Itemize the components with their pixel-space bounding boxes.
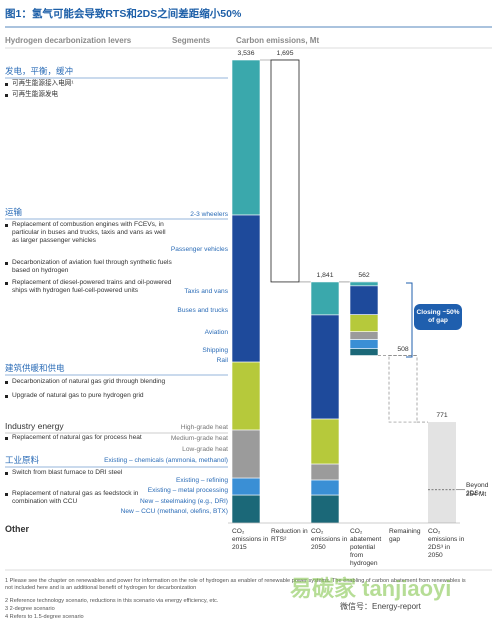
lever: Replacement of combustion engines with F… — [5, 221, 172, 245]
segment-label: Passenger vehicles — [170, 246, 228, 253]
footnote: 4 Refers to 1.5-degree scenario — [5, 614, 84, 620]
segment-label: Buses and trucks — [177, 307, 228, 314]
category-label: CO₂ emissions in 2015 — [232, 528, 269, 551]
category-label: Remaining gap — [389, 528, 421, 543]
lever: Decarbonization of natural gas grid thro… — [5, 378, 172, 386]
header-emissions: Carbon emissions, Mt — [236, 36, 320, 45]
stack-segment — [310, 479, 340, 496]
group-title: 发电，平衡，缓冲 — [5, 66, 74, 76]
segment-label: Existing – metal processing — [147, 487, 228, 494]
watermark: 微信号：Energy-report — [340, 602, 421, 611]
footnote: 1 Please see the chapter on renewables a… — [5, 578, 466, 591]
lever: Replacement of natural gas for process h… — [5, 434, 172, 442]
stack-segment — [231, 361, 261, 431]
callout-box — [414, 304, 462, 330]
lever: Replacement of natural gas as feedstock … — [5, 490, 172, 506]
group-title: 运输 — [5, 207, 23, 217]
lever: Switch from blast furnace to DRI steel — [5, 469, 172, 477]
beyond-2ds-value: 254 Mt — [466, 490, 487, 498]
group-title: Other — [5, 524, 30, 534]
value-label: 562 — [358, 271, 370, 279]
segment-label: New – steelmaking (e.g., DRI) — [140, 498, 228, 505]
category-label: Reduction in RTS² — [271, 528, 308, 543]
segment-label: Low-grade heat — [182, 446, 228, 453]
stack-segment — [231, 477, 261, 496]
value-label: 771 — [436, 412, 448, 420]
group-title: 建筑供暖和供电 — [5, 363, 65, 373]
stack-segment — [349, 348, 379, 356]
segment-label: 2-3 wheelers — [190, 211, 228, 218]
stack-segment — [310, 418, 340, 465]
value-label: 3,536 — [237, 50, 255, 57]
callout-bracket — [406, 282, 413, 358]
stack-segment — [310, 314, 340, 420]
lever: Upgrade of natural gas to pure hydrogen … — [5, 392, 172, 400]
title: 图1：氢气可能会导致RTS和2DS之间差距缩小50% — [5, 8, 242, 20]
stack-segment — [231, 214, 261, 363]
category-label: CO₂ emissions in 2050 — [311, 528, 348, 551]
segment-label: New – CCU (methanol, olefins, BTX) — [120, 508, 228, 515]
header-levers: Hydrogen decarbonization levers — [5, 36, 132, 45]
value-label: 1,695 — [276, 50, 294, 57]
stack-segment — [349, 331, 379, 340]
bar — [270, 59, 300, 283]
bar — [428, 422, 456, 523]
group-title: 工业原料 — [5, 455, 40, 465]
segment-label: Rail — [216, 357, 228, 364]
segment-label: Medium-grade heat — [170, 435, 228, 442]
watermark: 易碳家 tanjiaoyi — [290, 576, 452, 601]
stack-segment — [310, 463, 340, 481]
segment-label: Aviation — [204, 329, 228, 336]
footnote: 2 Reference technology scenario, reducti… — [5, 598, 219, 604]
lever: Decarbonization of aviation fuel through… — [5, 259, 172, 274]
category-label: CO₂ emissions in 2DS³ in 2050 — [428, 528, 465, 559]
lever: Replacement of diesel-powered trains and… — [5, 279, 172, 294]
stack-segment — [310, 281, 340, 316]
segment-label: Existing – refining — [175, 477, 228, 484]
group-title: Industry energy — [5, 421, 64, 431]
stack-segment — [349, 281, 379, 287]
segment-label: Existing – chemicals (ammonia, methanol) — [104, 457, 228, 464]
stack-segment — [231, 429, 261, 479]
stack-segment — [231, 494, 261, 524]
bar — [388, 355, 418, 423]
segment-label: High-grade heat — [180, 424, 228, 431]
lever: 可再生能源接入电网¹ — [5, 80, 172, 88]
stack-segment — [349, 314, 379, 332]
footnote: 3 2-degree scenario — [5, 606, 55, 612]
category-label: CO₂ abatement potential from hydrogen — [350, 528, 382, 567]
header-segments: Segments — [172, 36, 211, 45]
value-label: 508 — [397, 345, 409, 353]
stack-segment — [310, 494, 340, 524]
lever: 可再生能源发电 — [5, 91, 172, 99]
stack-segment — [349, 285, 379, 315]
value-label: 1,841 — [316, 271, 334, 279]
stack-segment — [231, 59, 261, 216]
beyond-2ds-label: Beyond 2DS⁴: — [466, 481, 489, 497]
segment-label: Taxis and vans — [184, 288, 228, 295]
segment-label: Shipping — [202, 347, 228, 354]
stack-segment — [349, 339, 379, 350]
callout-text: Closing ~50% of gap — [416, 309, 460, 324]
